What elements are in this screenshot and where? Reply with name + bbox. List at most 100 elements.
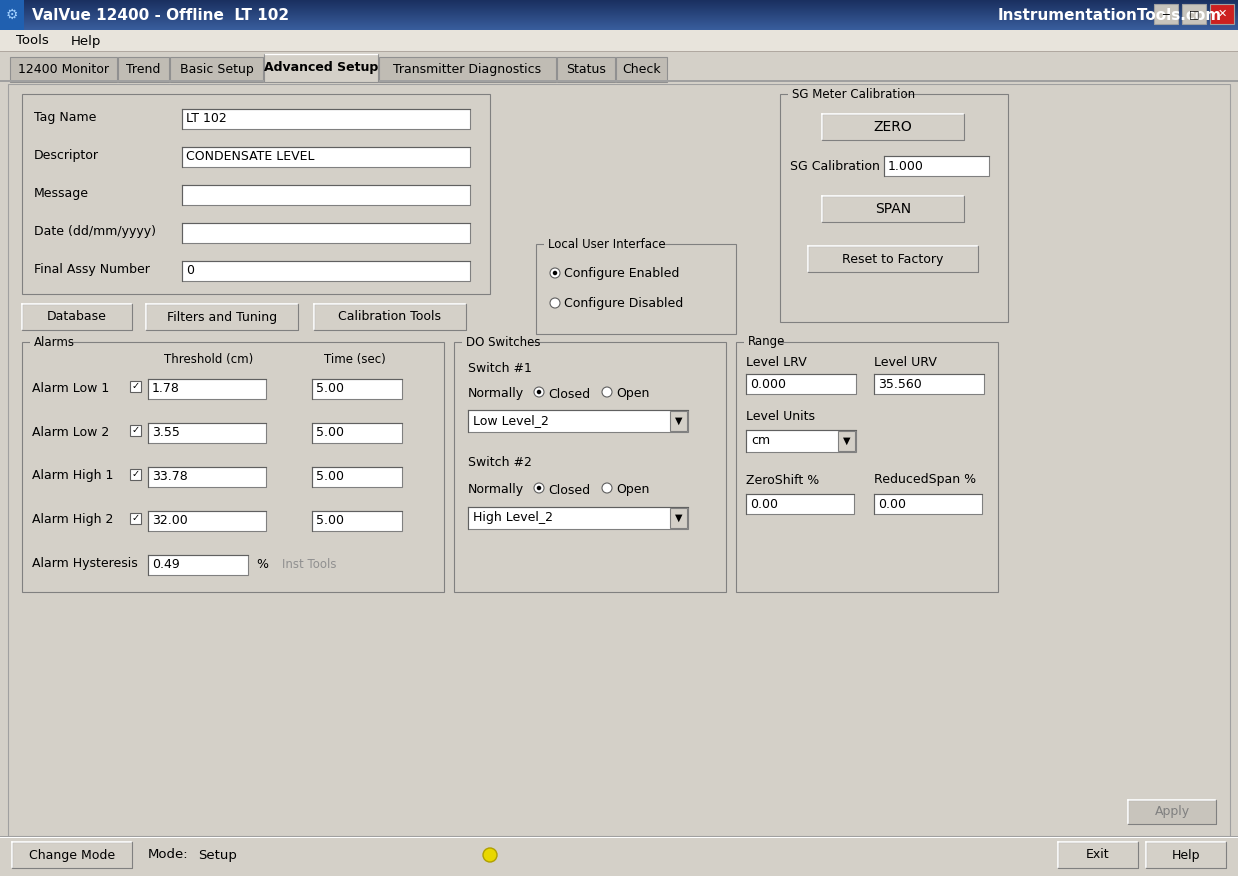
Bar — [149, 379, 266, 399]
Bar — [0, 6, 1238, 7]
Text: Level LRV: Level LRV — [747, 356, 807, 369]
Bar — [1146, 843, 1227, 869]
Bar — [536, 244, 737, 334]
Bar — [0, 21, 1238, 22]
Bar — [1146, 842, 1226, 868]
Text: Normally: Normally — [468, 387, 524, 400]
Bar — [0, 836, 1238, 876]
Bar — [0, 80, 1238, 82]
Text: Final Assy Number: Final Assy Number — [33, 264, 150, 277]
Bar — [0, 0, 24, 30]
Text: 0.000: 0.000 — [750, 378, 786, 391]
Text: Local User Interface: Local User Interface — [548, 237, 666, 251]
Bar — [130, 425, 141, 436]
Bar — [468, 507, 688, 529]
Bar — [312, 379, 402, 399]
Bar — [737, 342, 998, 592]
Bar — [7, 84, 1231, 836]
Bar — [147, 305, 300, 331]
Circle shape — [552, 271, 557, 275]
Text: Open: Open — [617, 484, 650, 497]
Bar — [0, 12, 1238, 13]
Bar — [379, 57, 556, 82]
Bar — [0, 17, 1238, 18]
Bar — [0, 836, 1238, 837]
Bar — [1210, 4, 1234, 24]
Bar — [822, 114, 964, 140]
Text: High Level_2: High Level_2 — [473, 512, 553, 525]
Bar — [22, 94, 490, 294]
Text: ─: ─ — [1162, 9, 1170, 19]
Text: Open: Open — [617, 387, 650, 400]
Text: Time (sec): Time (sec) — [324, 354, 386, 366]
Circle shape — [537, 486, 541, 491]
Bar — [0, 28, 1238, 29]
Bar — [22, 304, 132, 330]
Bar — [874, 494, 982, 514]
Bar — [1058, 843, 1139, 869]
Text: Normally: Normally — [468, 484, 524, 497]
Text: InstrumentationTools.com: InstrumentationTools.com — [998, 8, 1222, 23]
Text: Tag Name: Tag Name — [33, 111, 97, 124]
Bar — [0, 837, 1238, 838]
Bar — [744, 335, 777, 349]
Text: SPAN: SPAN — [875, 202, 911, 216]
Text: 0.00: 0.00 — [878, 498, 906, 511]
Bar — [130, 469, 141, 480]
Bar — [1129, 801, 1217, 825]
Bar — [822, 196, 964, 222]
Bar — [312, 467, 402, 487]
Bar — [0, 4, 1238, 5]
Text: Level URV: Level URV — [874, 356, 937, 369]
Circle shape — [602, 483, 612, 493]
Text: Trend: Trend — [126, 63, 161, 76]
Text: Transmitter Diagnostics: Transmitter Diagnostics — [394, 63, 541, 76]
Bar — [0, 51, 1238, 52]
Text: Exit: Exit — [1086, 849, 1109, 861]
Text: Status: Status — [566, 63, 605, 76]
Bar — [543, 237, 660, 251]
Circle shape — [483, 848, 496, 862]
Text: Closed: Closed — [548, 484, 591, 497]
Bar — [0, 8, 1238, 9]
Bar — [14, 843, 132, 869]
Bar — [0, 15, 1238, 16]
Bar — [0, 14, 1238, 15]
Bar — [0, 23, 1238, 24]
Text: 5.00: 5.00 — [316, 383, 344, 395]
Text: Filters and Tuning: Filters and Tuning — [167, 310, 277, 323]
Bar — [312, 423, 402, 443]
Text: Inst Tools: Inst Tools — [282, 557, 337, 570]
Bar — [182, 185, 470, 205]
Bar — [0, 5, 1238, 6]
Bar — [823, 197, 964, 223]
Bar — [130, 381, 141, 392]
Text: 12400 Monitor: 12400 Monitor — [19, 63, 109, 76]
Bar — [0, 9, 1238, 10]
Text: □: □ — [1188, 9, 1200, 19]
Bar — [0, 18, 1238, 19]
Bar — [468, 410, 688, 432]
Text: ✕: ✕ — [1217, 9, 1227, 19]
Bar — [149, 423, 266, 443]
Bar — [0, 19, 1238, 20]
Text: Alarm Low 2: Alarm Low 2 — [32, 426, 109, 439]
Text: ValVue 12400 - Offline  LT 102: ValVue 12400 - Offline LT 102 — [32, 8, 290, 23]
Text: Help: Help — [1171, 849, 1201, 861]
Bar — [0, 30, 1238, 52]
Text: Tools: Tools — [16, 34, 48, 47]
Circle shape — [602, 387, 612, 397]
Text: ✓: ✓ — [131, 513, 140, 524]
Text: Help: Help — [71, 34, 102, 47]
Bar — [0, 1, 1238, 2]
Text: Low Level_2: Low Level_2 — [473, 414, 548, 427]
Bar — [1128, 800, 1216, 824]
Bar — [10, 57, 118, 82]
Text: Message: Message — [33, 187, 89, 201]
Text: 0: 0 — [186, 265, 194, 278]
Bar — [808, 246, 978, 272]
Text: Calibration Tools: Calibration Tools — [338, 310, 442, 323]
Text: Basic Setup: Basic Setup — [180, 63, 254, 76]
Text: ✓: ✓ — [131, 426, 140, 435]
Text: Switch #2: Switch #2 — [468, 456, 532, 469]
